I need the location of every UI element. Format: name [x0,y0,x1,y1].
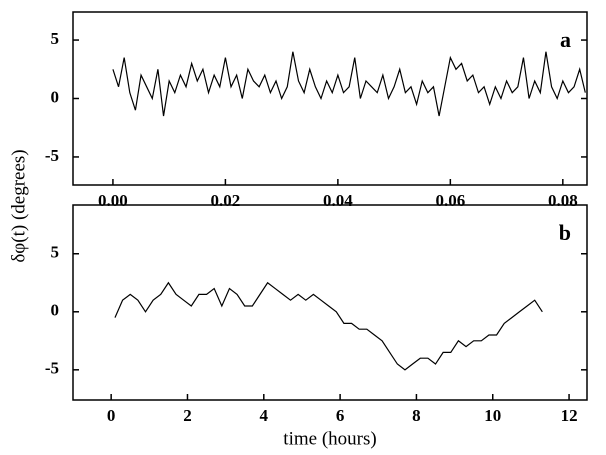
x-tick-label: 0 [107,406,116,425]
x-tick-label: 6 [336,406,345,425]
x-tick-label: 0.04 [323,191,353,210]
y-axis-label: δφ(t) (degrees) [8,149,29,262]
x-tick-label: 2 [183,406,192,425]
y-tick-label: 5 [51,243,60,262]
x-tick-label: 0.00 [98,191,128,210]
x-tick-label: 4 [260,406,269,425]
x-tick-label: 8 [412,406,421,425]
panel-letter: b [559,220,571,245]
x-tick-label: 0.06 [435,191,465,210]
x-tick-label: 0.08 [548,191,578,210]
y-tick-label: 0 [51,87,60,106]
y-tick-label: 0 [51,301,60,320]
panel-letter: a [560,27,571,52]
plot-frame [72,204,588,401]
y-tick-label: 5 [51,29,60,48]
y-tick-label: -5 [45,146,59,165]
plot-frame [72,11,588,186]
data-line [114,281,543,371]
data-line [112,51,586,117]
x-tick-label: 12 [561,406,578,425]
x-tick-label: 0.02 [211,191,241,210]
y-tick-label: -5 [45,359,59,378]
x-tick-label: 10 [484,406,501,425]
x-axis-label: time (hours) [283,428,376,449]
